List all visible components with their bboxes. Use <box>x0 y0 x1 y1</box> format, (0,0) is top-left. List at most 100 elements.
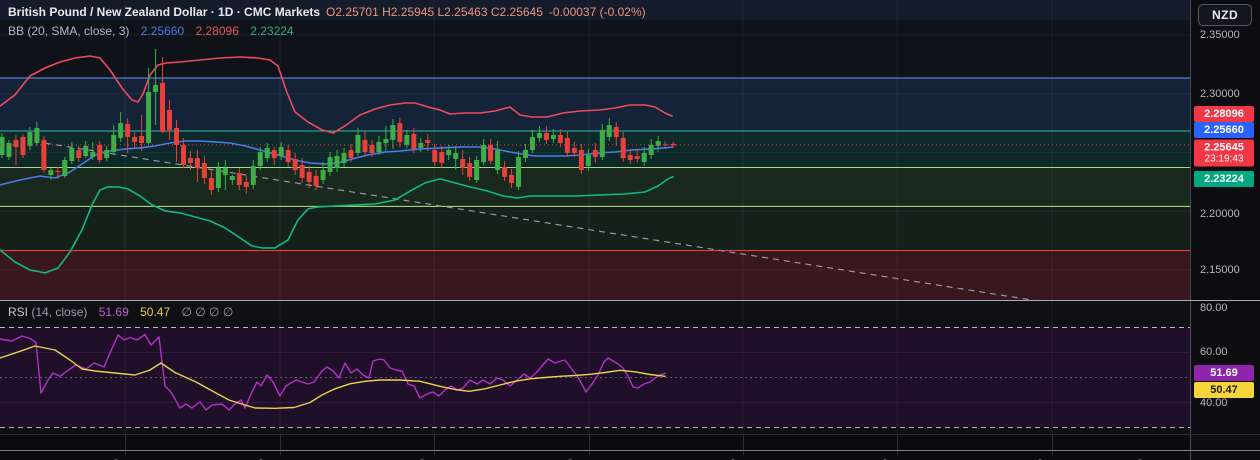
candle-body <box>349 150 354 158</box>
candle-body <box>265 148 270 158</box>
candle-body <box>362 140 367 152</box>
candle-body <box>502 167 507 177</box>
candle-body <box>153 85 158 92</box>
rsi-value: 51.69 <box>99 305 129 319</box>
price-chart-canvas[interactable]: + <box>0 0 1190 300</box>
axis-price-badge: 2.2564523:19:43 <box>1194 140 1254 167</box>
clipped-date-label: █ <box>253 456 269 460</box>
candle-body <box>474 160 479 180</box>
candle-body <box>544 133 549 140</box>
rsi-params: (14, close) <box>31 305 87 319</box>
candle-body <box>453 153 458 159</box>
candle-body <box>132 137 137 142</box>
pane-separator[interactable] <box>0 300 1260 301</box>
symbol-title[interactable]: British Pound / New Zealand Dollar · 1D … <box>8 5 320 19</box>
rsi-name: RSI <box>8 305 28 319</box>
candle-body <box>509 175 514 183</box>
price-pane[interactable]: + British Pound / New Zealand Dollar · 1… <box>0 0 1190 300</box>
candle-body <box>244 182 249 187</box>
candle-body <box>55 171 60 172</box>
candle-body <box>0 137 5 155</box>
axis-price-label: 2.15000 <box>1200 264 1240 276</box>
candle-body <box>286 150 291 162</box>
candle-body <box>251 166 256 185</box>
candle-body <box>202 163 207 178</box>
currency-toggle-button[interactable]: NZD <box>1198 4 1252 26</box>
candle-body <box>118 123 123 138</box>
candle-body <box>160 83 165 132</box>
candle-body <box>404 135 409 145</box>
candle-body <box>97 145 102 160</box>
candle-body <box>376 142 381 152</box>
bb-basis-value: 2.25660 <box>141 24 184 38</box>
candle-body <box>418 143 423 148</box>
price-axis[interactable]: NZD 2.350002.300002.200002.1500080.0060.… <box>1190 0 1260 460</box>
axis-price-label: 80.00 <box>1200 302 1228 314</box>
clipped-date-label: █ <box>108 456 124 460</box>
axis-price-label: 2.20000 <box>1200 208 1240 220</box>
candle-body <box>537 133 542 138</box>
candle-body <box>467 163 472 177</box>
candle-body <box>565 138 570 153</box>
candle-body <box>446 150 451 155</box>
candle-body <box>307 172 312 182</box>
clipped-date-label: █ <box>725 456 741 460</box>
candle-body <box>558 135 563 143</box>
time-axis[interactable]: ████████ <box>0 435 1190 460</box>
rsi-ma-value: 50.47 <box>140 305 170 319</box>
candle-body <box>174 128 179 145</box>
clipped-date-label: █ <box>562 456 578 460</box>
time-grid-tick <box>897 435 898 455</box>
candle-body <box>663 144 668 145</box>
candle-body <box>369 145 374 153</box>
candle-body <box>237 173 242 185</box>
rsi-pane[interactable]: RSI (14, close) 51.69 50.47 ∅ ∅ ∅ ∅ <box>0 301 1190 435</box>
trading-chart-app: + British Pound / New Zealand Dollar · 1… <box>0 0 1260 460</box>
axis-price-label: 40.00 <box>1200 397 1228 409</box>
bb-upper-value: 2.28096 <box>195 24 238 38</box>
axis-price-label: 2.35000 <box>1200 29 1240 41</box>
candle-body <box>628 155 633 160</box>
axis-price-badge: 50.47 <box>1194 382 1254 398</box>
bb-params: (20, SMA, close, 3) <box>27 24 129 38</box>
candle-body <box>181 145 186 165</box>
candle-body <box>425 140 430 143</box>
bb-indicator-legend[interactable]: BB (20, SMA, close, 3) 2.25660 2.28096 2… <box>8 24 294 38</box>
ohlc-values: O2.25701 H2.25945 L2.25463 C2.25645 <box>326 5 543 19</box>
candle-body <box>209 178 214 190</box>
candle-body <box>48 170 53 175</box>
candle-body <box>355 135 360 153</box>
change-value: -0.00037 (-0.02%) <box>549 5 646 19</box>
candle-body <box>300 165 305 178</box>
candle-body <box>328 157 333 172</box>
candle-body <box>146 92 151 143</box>
rsi-indicator-legend[interactable]: RSI (14, close) 51.69 50.47 ∅ ∅ ∅ ∅ <box>8 305 233 319</box>
candle-body <box>397 123 402 142</box>
candle-body <box>258 152 263 166</box>
candle-body <box>523 150 528 158</box>
candle-body <box>321 170 326 180</box>
chart-column: + British Pound / New Zealand Dollar · 1… <box>0 0 1190 460</box>
candle-body <box>390 125 395 140</box>
candle-body <box>167 110 172 130</box>
axis-price-badge: 2.25660 <box>1194 122 1254 138</box>
candle-body <box>439 152 444 163</box>
candle-body <box>579 150 584 170</box>
candle-body <box>593 150 598 157</box>
symbol-legend[interactable]: British Pound / New Zealand Dollar · 1D … <box>8 5 646 19</box>
candle-body <box>516 157 521 187</box>
candle-body <box>635 156 640 159</box>
price-line-plus-icon[interactable]: + <box>670 139 676 151</box>
candle-body <box>621 138 626 158</box>
bb-lower-value: 2.23224 <box>250 24 293 38</box>
candle-body <box>460 159 465 168</box>
candle-body <box>111 135 116 152</box>
axis-price-badge: 51.69 <box>1194 365 1254 381</box>
candle-body <box>600 130 605 157</box>
axis-price-label: 2.30000 <box>1200 88 1240 100</box>
clipped-date-label: █ <box>1132 456 1148 460</box>
clipped-date-label: █ <box>877 456 893 460</box>
rsi-chart-canvas[interactable] <box>0 301 1190 435</box>
axis-price-badge: 2.28096 <box>1194 106 1254 122</box>
candle-body <box>41 140 46 170</box>
